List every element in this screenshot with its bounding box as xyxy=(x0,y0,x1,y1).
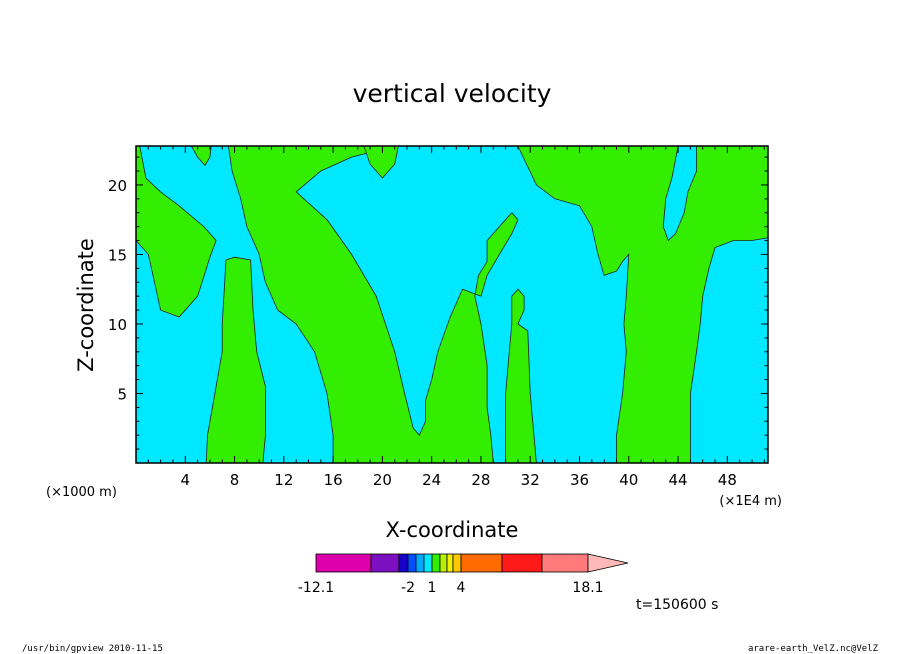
colorbar-labels: -12.1 -2 1 4 18.1 xyxy=(298,580,604,596)
colorbar-segment xyxy=(370,553,400,573)
colorbar-segment xyxy=(415,553,425,573)
region-column-8 xyxy=(205,256,266,464)
colorbar-tick-label: -2 xyxy=(401,580,415,596)
velocity-regions xyxy=(135,145,769,464)
footer-right: arare-earth_VelZ.nc@VelZ xyxy=(748,644,879,654)
y-axis-label: Z-coordinate xyxy=(74,238,98,372)
x-tick-label: 36 xyxy=(570,471,589,489)
colorbar-tick-label: 4 xyxy=(457,580,466,596)
colorbar-segment xyxy=(398,553,409,573)
y-tick-label: 10 xyxy=(108,316,127,334)
colorbar-tick-label: 18.1 xyxy=(572,580,603,596)
colorbar-segment xyxy=(423,553,433,573)
colorbar-segment xyxy=(315,553,372,573)
y-axis-ticks: 5 10 15 20 xyxy=(108,156,768,450)
x-tick-label: 48 xyxy=(718,471,737,489)
x-axis-ticks: 4 8 12 16 20 24 28 32 36 40 44 48 xyxy=(147,146,765,489)
x-tick-label: 40 xyxy=(619,471,638,489)
x-tick-label: 44 xyxy=(669,471,688,489)
colorbar-segment xyxy=(431,553,441,573)
x-unit-right: (×1E4 m) xyxy=(719,494,782,509)
x-tick-label: 32 xyxy=(521,471,540,489)
x-tick-label: 4 xyxy=(181,471,191,489)
x-unit-left: (×1000 m) xyxy=(46,485,117,500)
region-left-upper xyxy=(135,145,217,318)
y-tick-label: 20 xyxy=(108,177,127,195)
time-label: t=150600 s xyxy=(636,597,718,613)
x-tick-label: 16 xyxy=(324,471,343,489)
colorbar xyxy=(315,553,629,573)
colorbar-segment xyxy=(452,553,462,573)
x-tick-label: 24 xyxy=(422,471,441,489)
plot-frame xyxy=(135,145,769,464)
colorbar-arrow xyxy=(587,553,629,573)
y-tick-label: 15 xyxy=(108,246,127,264)
colorbar-tick-label: -12.1 xyxy=(298,580,334,596)
chart-title: vertical velocity xyxy=(353,79,552,108)
colorbar-segment xyxy=(439,553,448,573)
x-axis-label: X-coordinate xyxy=(386,518,519,542)
y-tick-label: 5 xyxy=(117,385,127,403)
x-tick-label: 20 xyxy=(373,471,392,489)
region-main-diagonal xyxy=(227,145,519,464)
region-right-block xyxy=(517,145,769,464)
colorbar-tick-label: 1 xyxy=(428,580,437,596)
colorbar-segment xyxy=(501,553,543,573)
x-tick-label: 28 xyxy=(471,471,490,489)
region-column-31 xyxy=(505,288,537,464)
colorbar-segment xyxy=(541,553,589,573)
footer-left: /usr/bin/gpview 2010-11-15 xyxy=(22,644,163,654)
colorbar-segment xyxy=(407,553,417,573)
x-tick-label: 8 xyxy=(230,471,240,489)
colorbar-segment xyxy=(460,553,503,573)
colorbar-segment xyxy=(446,553,454,573)
x-tick-label: 12 xyxy=(274,471,293,489)
